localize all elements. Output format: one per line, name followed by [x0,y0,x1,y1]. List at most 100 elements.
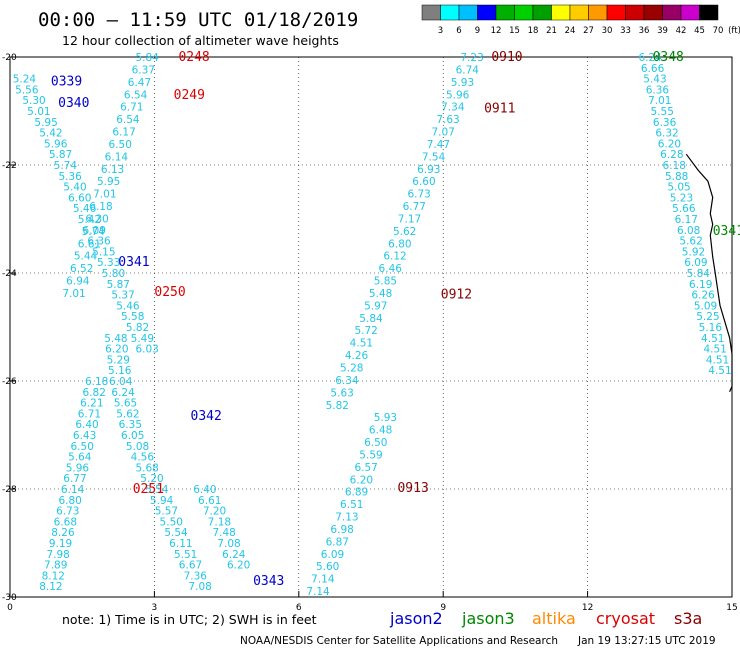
swh-value: 6.60 [68,192,91,204]
swh-value: 6.20 [658,138,681,150]
y-tick-label: -24 [2,269,17,279]
swh-value: 5.42 [39,128,62,140]
swh-value: 5.74 [82,226,106,238]
swh-value: 5.74 [54,160,78,172]
colorbar-label: 45 [694,26,705,36]
pass-label: 0348 [653,50,684,65]
pass-label: 0248 [178,50,209,65]
swh-value: 8.12 [42,570,65,582]
swh-value: 6.32 [655,128,678,140]
pass-label: 0341 [713,224,740,239]
swh-value: 5.82 [326,400,349,412]
swh-value: 9.19 [49,538,72,550]
swh-value: 6.09 [684,257,707,269]
swh-value: 5.24 [13,74,37,86]
swh-value: 5.93 [374,412,397,424]
swh-value: 4.56 [131,452,155,464]
swh-value: 6.50 [71,441,94,453]
swh-value: 6.40 [193,484,216,496]
swh-value: 6.05 [121,430,144,442]
swh-value: 5.80 [102,268,125,280]
swh-value: 5.23 [670,192,693,204]
mission-legend-entry: altika [532,609,576,628]
swh-value: 6.17 [675,214,698,226]
swh-value: 7.89 [44,560,67,572]
colorbar-label: 39 [657,26,668,36]
swh-value: 5.82 [126,322,149,334]
swh-value: 7.48 [212,527,235,539]
swh-value: 6.20 [227,560,250,572]
swh-value: 7.36 [184,570,208,582]
swh-value: 7.54 [422,151,446,163]
x-tick-label: 9 [440,603,446,613]
colorbar-label: 70 [713,26,724,36]
swh-value: 6.03 [135,344,158,356]
pass-labels: 0248 0249 0250 0251 0339 0340 0341 0342 0343 0910… [51,50,740,589]
swh-value: 6.36 [646,84,670,96]
swh-value: 6.60 [412,176,435,188]
swh-value: 6.61 [78,238,101,250]
mission-legend-entry: jason2 [389,609,443,628]
swh-value: 6.50 [364,437,387,449]
colorbar-label: 15 [509,26,520,36]
swh-value: 5.64 [68,452,92,464]
mission-legend-entry: s3a [674,609,702,628]
wave-height-values: 5.846.376.476.546.716.546.176.506.146.13… [13,52,732,598]
swh-value: 5.28 [340,363,363,375]
swh-value: 6.36 [653,117,677,129]
footer-timestamp: Jan 19 13:27:15 UTC 2019 [577,635,716,647]
swh-value: 5.30 [22,95,45,107]
x-tick-label: 12 [582,603,593,613]
y-tick-label: -26 [2,377,17,387]
swh-value: 5.16 [699,322,723,334]
colorbar-label: (ft) [728,26,740,36]
swh-value: 8.12 [39,581,62,593]
swh-value: 6.77 [403,201,426,213]
swh-value: 5.20 [140,473,163,485]
swh-value: 5.95 [34,117,57,129]
pass-label: 0249 [174,88,205,103]
swh-value: 6.40 [75,419,98,431]
pass-label: 0250 [154,285,185,300]
swh-value: 6.54 [124,89,148,101]
pass-label: 0913 [397,481,428,496]
swh-value: 5.96 [66,462,90,474]
swh-value: 4.51 [708,365,731,377]
swh-value: 7.01 [62,288,85,300]
swh-value: 7.63 [436,114,459,126]
colorbar-swatch [532,4,552,21]
colorbar-swatch [458,4,478,21]
swh-value: 5.62 [116,408,139,420]
swh-value: 5.44 [74,251,98,263]
swh-value: 6.52 [70,263,93,275]
swh-value: 6.24 [222,549,246,561]
swh-value: 6.82 [83,387,106,399]
swh-value: 6.51 [340,499,363,511]
swh-value: 5.29 [107,354,130,366]
colorbar-swatch [514,4,534,21]
swh-value: 6.80 [388,238,411,250]
swh-value: 7.01 [93,189,116,201]
y-tick-label: -22 [2,161,17,171]
swh-value: 5.84 [359,313,383,325]
swh-value: 4.51 [350,338,373,350]
colorbar-swatch [477,4,497,21]
swh-value: 6.30 [85,213,108,225]
swh-value: 6.12 [383,251,406,263]
swh-value: 5.96 [446,89,470,101]
swh-value: 5.05 [667,182,690,194]
swh-value: 5.09 [694,300,717,312]
pass-label: 0340 [58,96,89,111]
colorbar-swatch [569,4,589,21]
swh-value: 7.08 [188,581,211,593]
swh-value: 5.63 [330,387,353,399]
colorbar-swatch [495,4,515,21]
colorbar-label: 33 [620,26,631,36]
swh-value: 4.51 [701,333,724,345]
y-tick-label: -20 [2,53,17,63]
swh-value: 5.62 [679,236,702,248]
swh-value: 5.97 [364,300,387,312]
colorbar-label: 3 [438,26,443,36]
pass-label: 0341 [118,255,149,270]
swh-value: 5.87 [49,149,72,161]
